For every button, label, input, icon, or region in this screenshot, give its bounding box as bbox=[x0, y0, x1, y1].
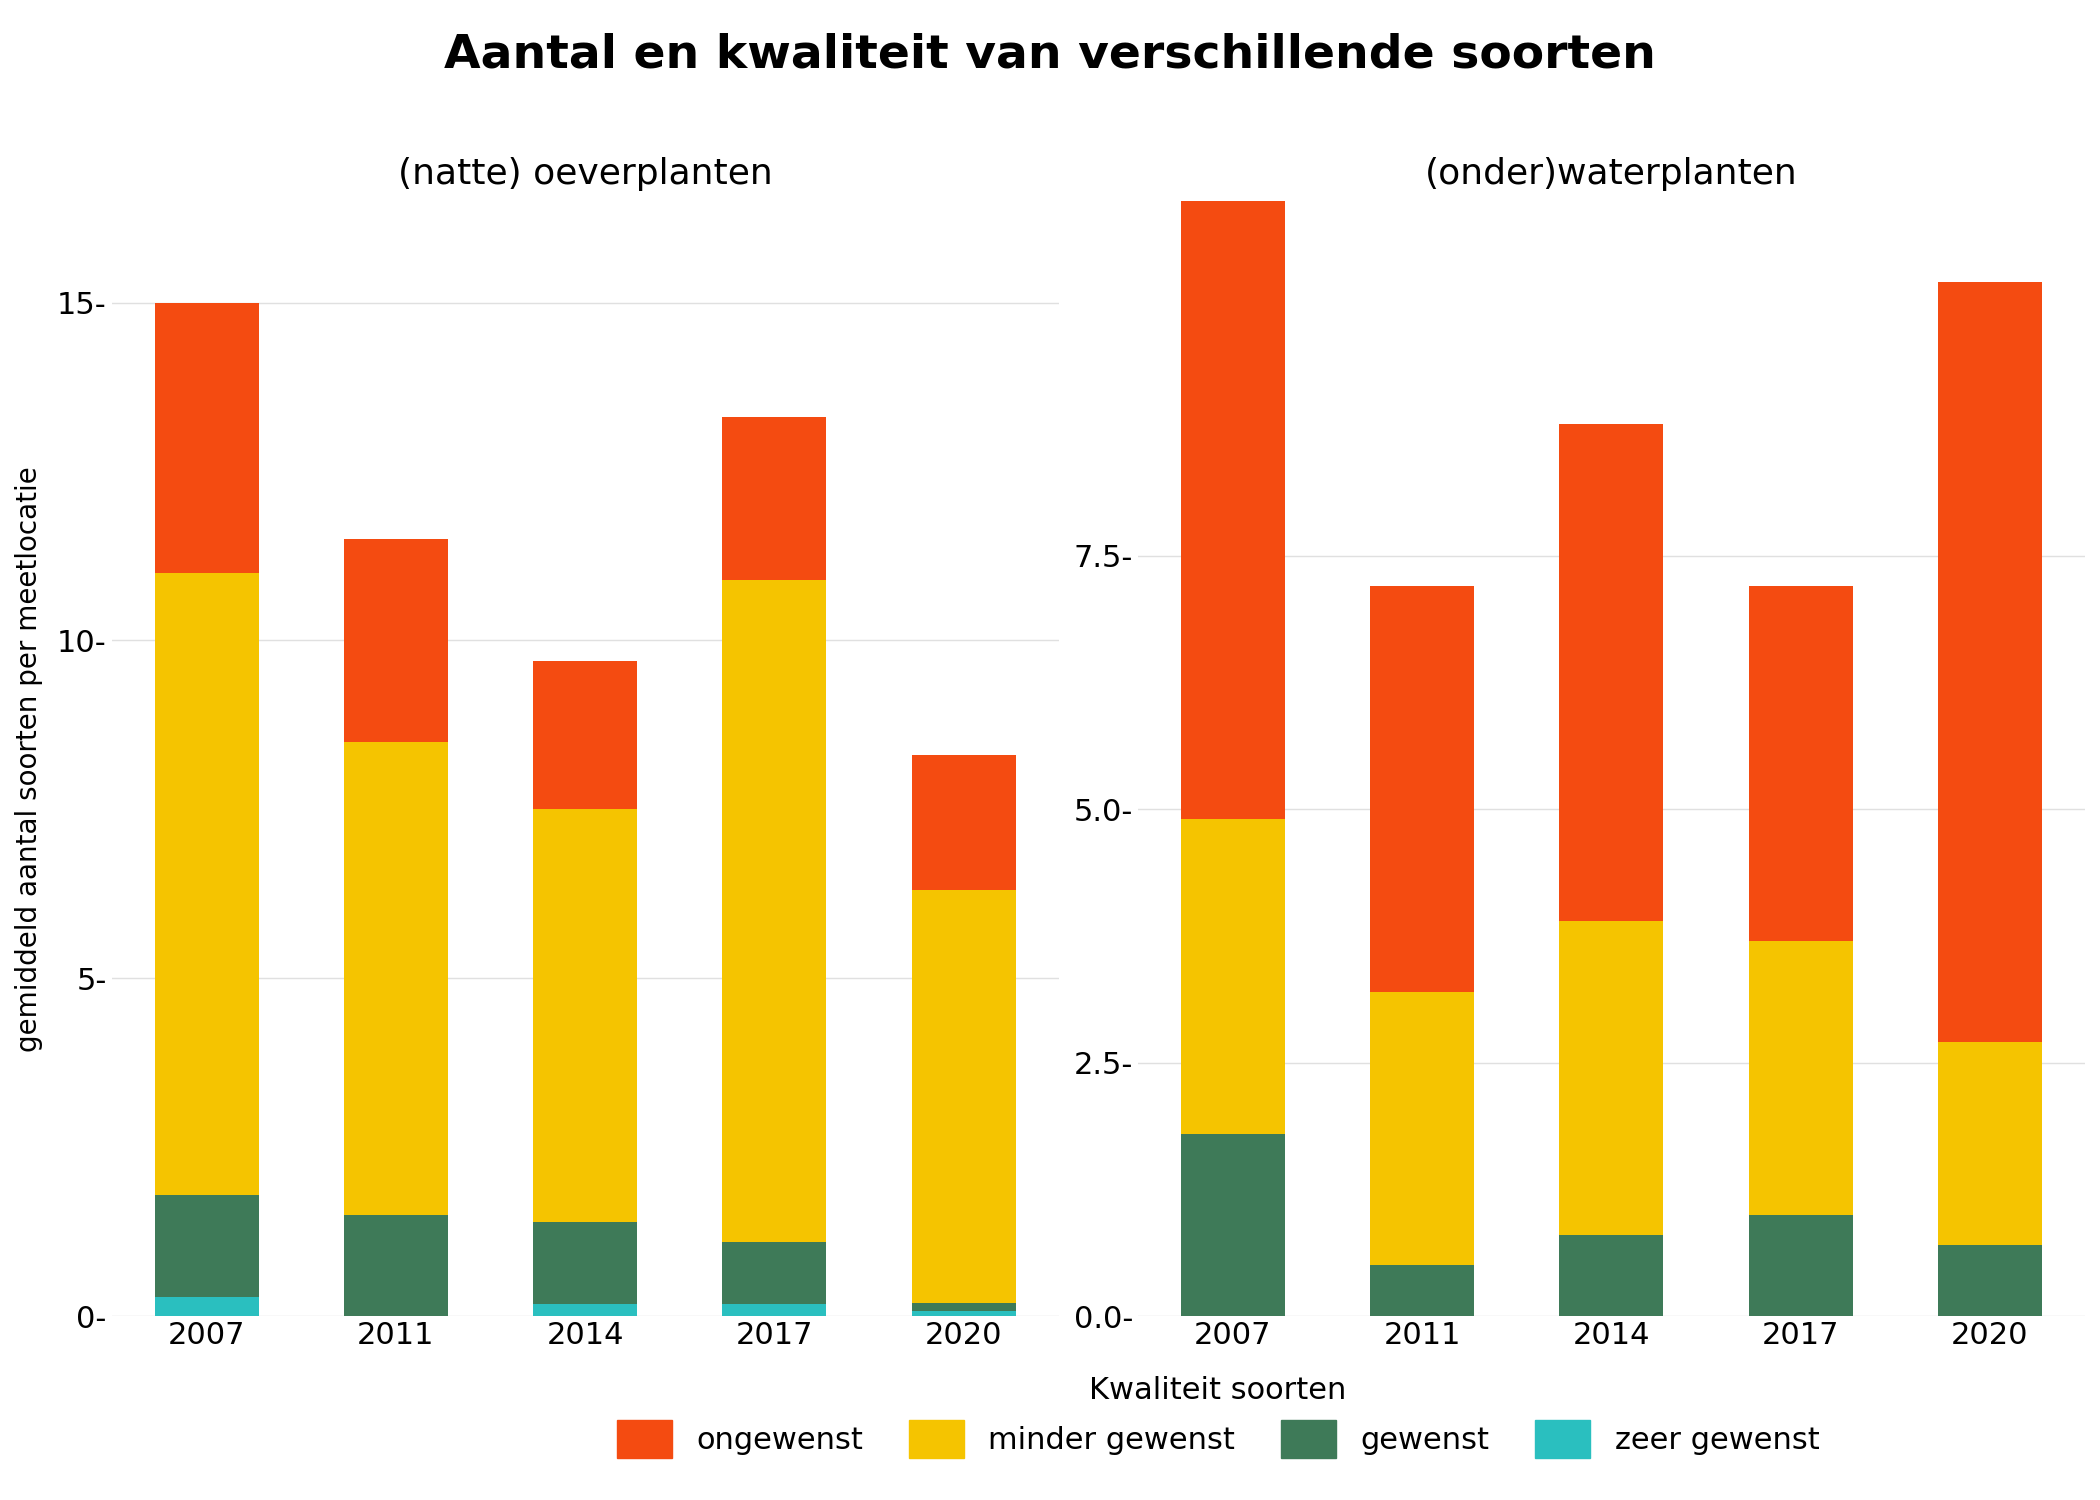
Bar bbox=[1749, 940, 1852, 1215]
Bar bbox=[722, 579, 825, 1242]
Bar bbox=[1560, 424, 1663, 921]
Bar bbox=[722, 417, 825, 579]
Bar bbox=[533, 660, 636, 810]
Bar bbox=[1369, 1266, 1474, 1316]
Bar bbox=[1369, 586, 1474, 992]
Text: Aantal en kwaliteit van verschillende soorten: Aantal en kwaliteit van verschillende so… bbox=[443, 33, 1657, 78]
Title: (onder)waterplanten: (onder)waterplanten bbox=[1426, 158, 1798, 192]
Bar bbox=[1938, 1042, 2041, 1245]
Bar bbox=[1749, 586, 1852, 940]
Bar bbox=[1369, 992, 1474, 1266]
Bar bbox=[1560, 921, 1663, 1234]
Bar bbox=[533, 1304, 636, 1316]
Bar bbox=[155, 1298, 258, 1316]
Bar bbox=[722, 1304, 825, 1316]
Bar bbox=[1938, 282, 2041, 1042]
Bar bbox=[911, 756, 1016, 891]
Bar bbox=[344, 1215, 447, 1316]
Bar bbox=[1180, 0, 1285, 819]
Bar bbox=[344, 538, 447, 742]
Bar bbox=[155, 1194, 258, 1298]
Bar bbox=[155, 573, 258, 1194]
Bar bbox=[1560, 1234, 1663, 1316]
Y-axis label: gemiddeld aantal soorten per meetlocatie: gemiddeld aantal soorten per meetlocatie bbox=[15, 466, 42, 1052]
Bar bbox=[533, 810, 636, 1221]
Title: (natte) oeverplanten: (natte) oeverplanten bbox=[397, 158, 773, 192]
Bar bbox=[911, 1311, 1016, 1316]
Bar bbox=[1749, 1215, 1852, 1316]
Bar bbox=[533, 1221, 636, 1304]
Legend: ongewenst, minder gewenst, gewenst, zeer gewenst: ongewenst, minder gewenst, gewenst, zeer… bbox=[605, 1364, 1831, 1470]
Bar bbox=[1938, 1245, 2041, 1316]
Bar bbox=[155, 303, 258, 573]
Bar bbox=[1180, 1134, 1285, 1316]
Bar bbox=[344, 742, 447, 1215]
Bar bbox=[722, 1242, 825, 1304]
Bar bbox=[1180, 819, 1285, 1134]
Bar bbox=[911, 891, 1016, 1302]
Bar bbox=[911, 1302, 1016, 1311]
